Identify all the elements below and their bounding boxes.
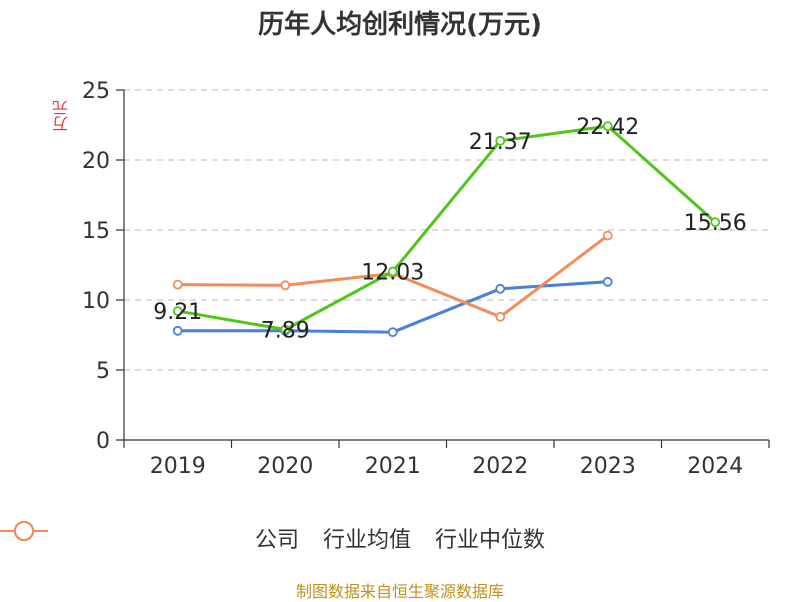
legend-item-industry-median[interactable]: 行业中位数	[0, 521, 546, 554]
y-tick-label: 25	[82, 79, 110, 104]
y-tick-label: 10	[82, 289, 110, 314]
legend-label-industry-median: 行业中位数	[435, 528, 546, 553]
legend-item-industry-mean[interactable]: 行业均值	[0, 521, 411, 554]
x-tick-label: 2022	[472, 454, 528, 479]
legend-label-company: 公司	[254, 528, 299, 553]
data-label: 22.42	[576, 115, 639, 140]
data-point	[280, 324, 291, 335]
x-tick-label: 2020	[257, 454, 313, 479]
legend: 公司 行业均值 行业中位数	[0, 520, 800, 556]
data-point	[710, 217, 721, 228]
data-point	[387, 327, 398, 338]
x-tick-label: 2019	[150, 454, 206, 479]
data-point	[172, 306, 183, 316]
data-source-note: 制图数据来自恒生聚源数据库	[295, 582, 504, 601]
data-point	[172, 325, 183, 336]
data-point	[172, 279, 183, 290]
x-tick-label: 2024	[687, 454, 743, 479]
legend-marker-industry-median	[0, 521, 48, 541]
data-label: 12.03	[361, 261, 424, 286]
legend-label-industry-mean: 行业均值	[322, 528, 411, 553]
data-point	[495, 283, 506, 294]
data-point	[602, 121, 613, 132]
y-tick-label: 20	[82, 149, 110, 174]
chart-title: 历年人均创利情况(万元)	[258, 10, 542, 40]
data-point	[602, 276, 613, 287]
data-point	[495, 311, 506, 322]
data-label: 9.21	[153, 300, 202, 325]
y-tick-label: 15	[82, 219, 110, 244]
data-label: 15.56	[684, 211, 747, 236]
y-tick-label: 5	[96, 359, 110, 384]
data-point	[495, 135, 506, 146]
y-tick-label: 0	[96, 429, 110, 454]
data-label: 21.37	[469, 130, 532, 155]
series-line	[177, 280, 608, 334]
data-point	[280, 280, 291, 291]
series-line	[177, 124, 717, 332]
data-point	[387, 266, 398, 277]
x-tick-label: 2021	[365, 454, 421, 479]
x-tick-label: 2023	[580, 454, 636, 479]
data-label: 7.89	[261, 319, 310, 344]
data-point	[602, 230, 613, 241]
legend-item-company[interactable]: 公司	[0, 521, 299, 554]
